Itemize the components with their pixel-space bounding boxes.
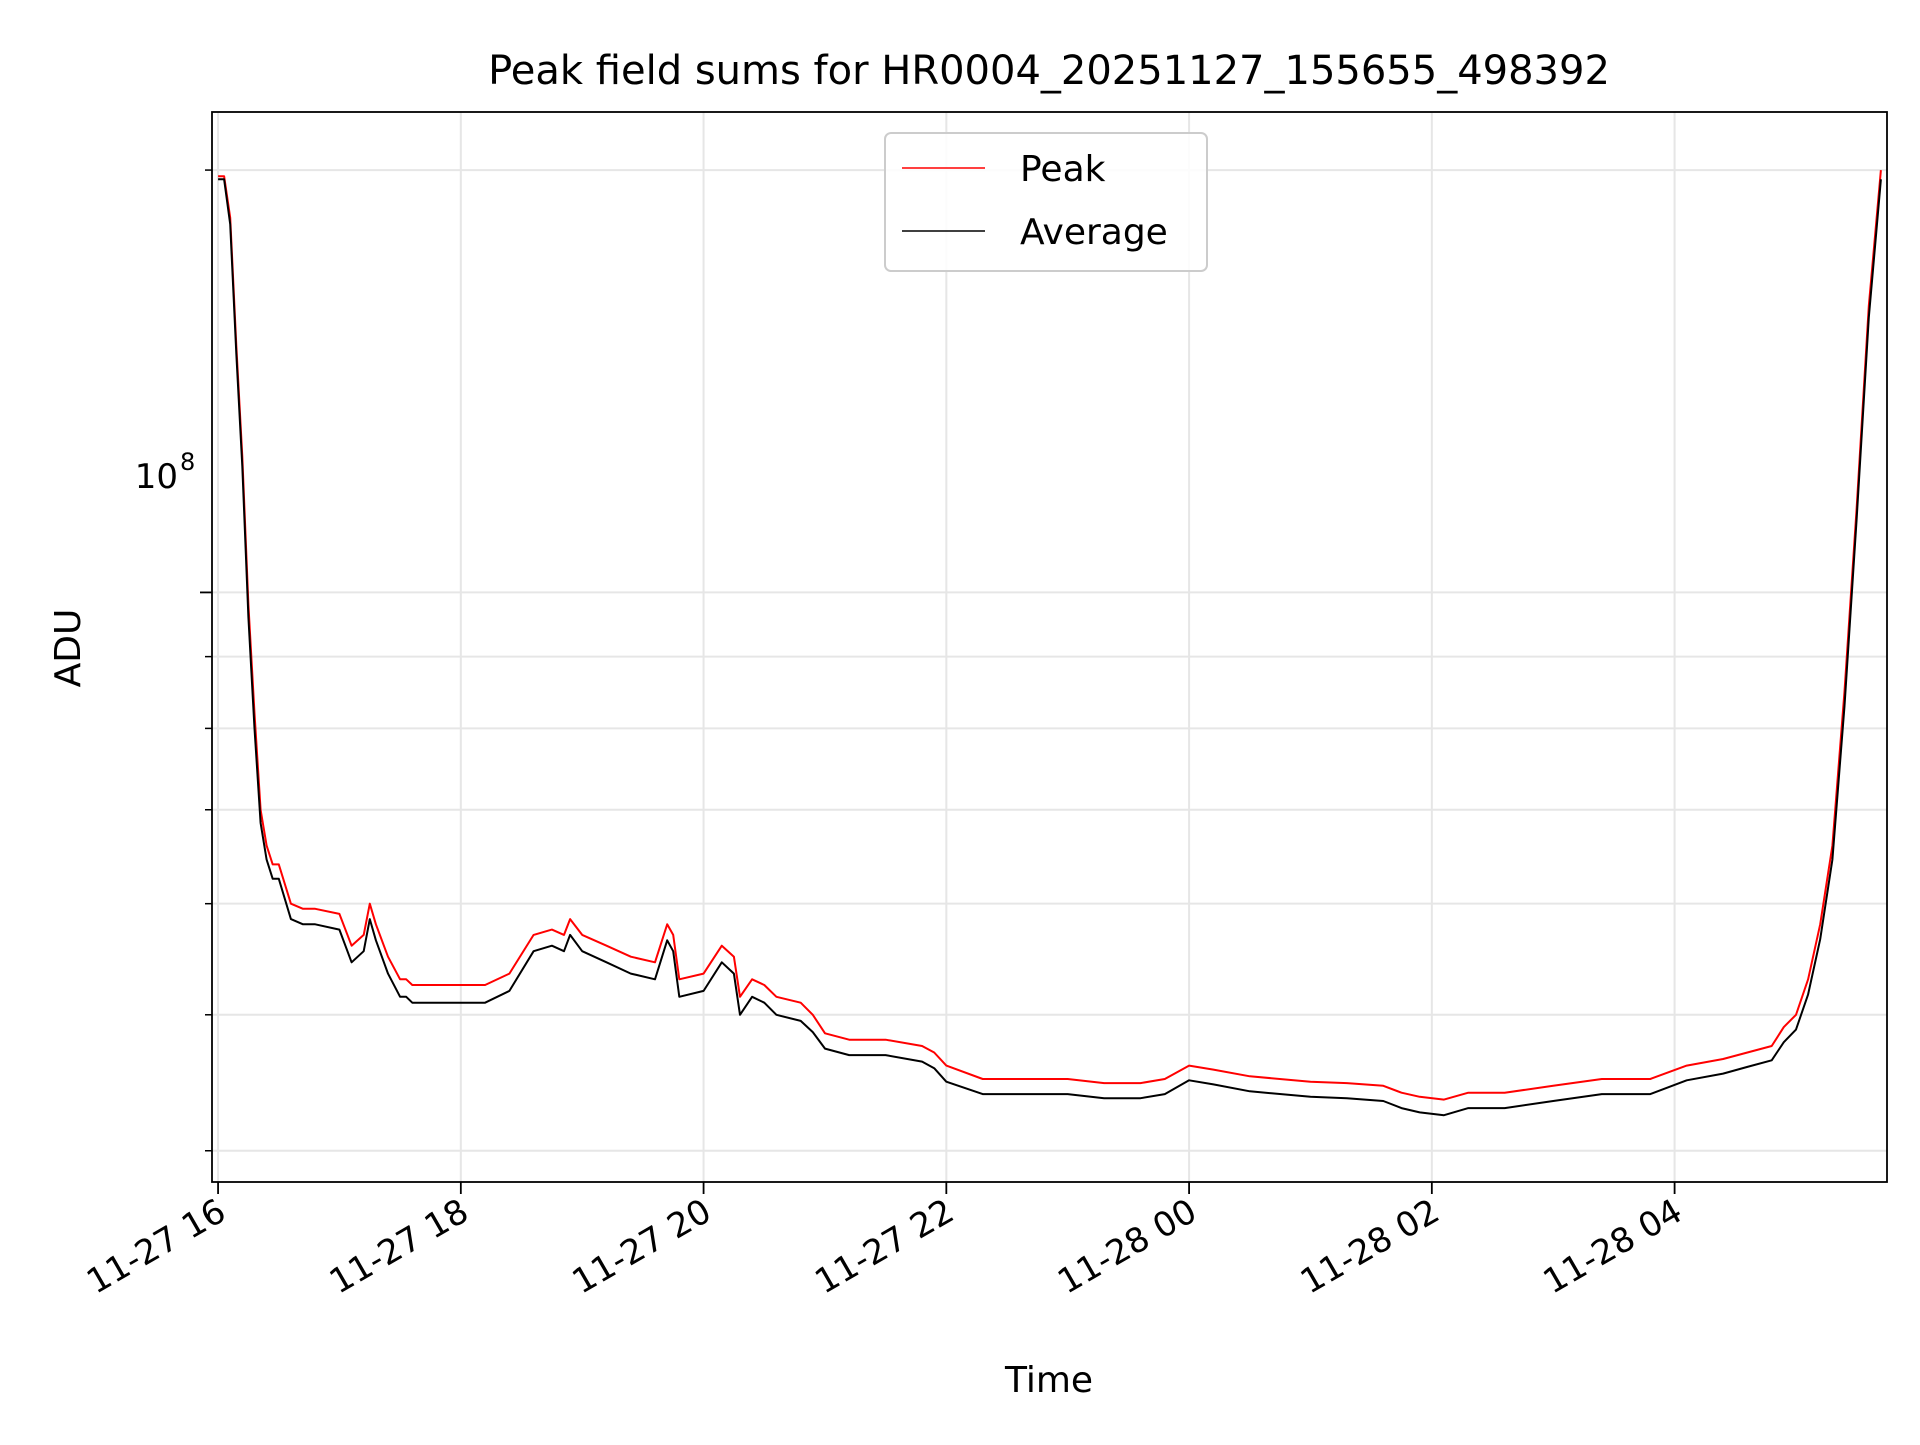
y-tick-base: 10 <box>135 457 178 497</box>
series-line-average <box>218 178 1882 1117</box>
series-layer <box>218 170 1882 1117</box>
legend-average-label: Average <box>1020 212 1168 253</box>
y-tick-label-base: 10 <box>135 457 178 497</box>
chart-title: Peak field sums for HR0004_20251127_1556… <box>488 48 1610 94</box>
y-axis-ticks <box>200 169 212 1152</box>
series-line-peak <box>218 170 1882 1101</box>
legend-peak-label: Peak <box>1020 149 1106 190</box>
legend: Peak Average <box>884 132 1208 272</box>
y-axis-label: ADU <box>48 609 89 688</box>
y-tick-label-exponent: 8 <box>180 448 195 476</box>
y-major-tick-label: 10 8 <box>135 448 196 497</box>
x-axis-label: Time <box>1004 1360 1093 1401</box>
plot-frame <box>211 111 1888 1183</box>
